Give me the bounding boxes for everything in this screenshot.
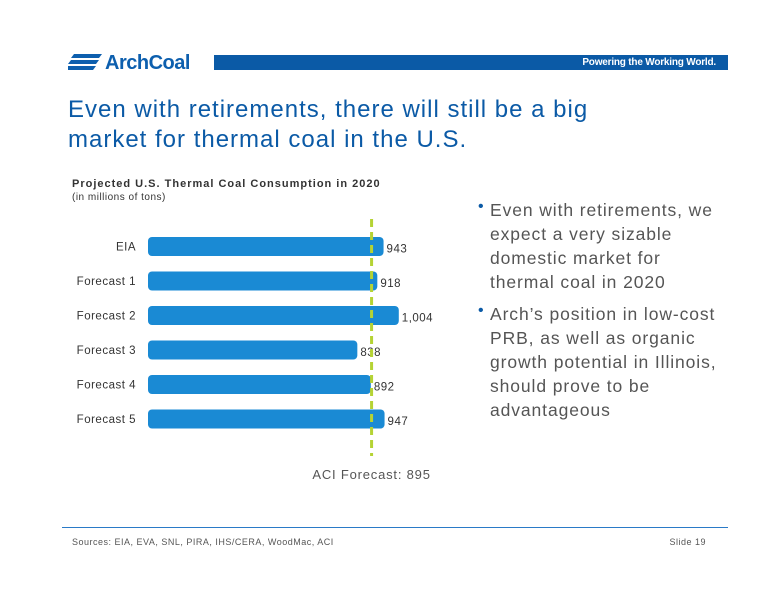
category-label: Forecast 3 [77, 345, 136, 357]
chart-title: Projected U.S. Thermal Coal Consumption … [72, 178, 381, 190]
data-label: 947 [388, 416, 409, 428]
brand-name: ArchCoal [105, 52, 190, 74]
tagline-bar: Powering the Working World. [214, 55, 728, 70]
slide-number: Slide 19 [669, 537, 706, 547]
brand-tagline: Powering the Working World. [582, 57, 716, 68]
chart-bar [148, 409, 385, 429]
bullet-item: • Even with retirements, we expect a ver… [478, 198, 728, 294]
bullet-dot-icon: • [478, 198, 485, 215]
archcoal-stripes-icon [68, 54, 102, 70]
chart-bar [148, 237, 384, 256]
slide-title: Even with retirements, there will still … [68, 96, 589, 153]
aci-forecast-label: ACI Forecast: 895 [312, 467, 430, 482]
bullet-text: Even with retirements, we expect a very … [490, 200, 713, 292]
category-label: Forecast 4 [77, 380, 136, 392]
chart-bar [148, 340, 358, 360]
category-label: Forecast 5 [77, 414, 136, 426]
archcoal-logo: ArchCoal [68, 52, 190, 74]
data-label: 1,004 [402, 313, 433, 325]
chart-subtitle: (in millions of tons) [72, 192, 166, 203]
bullet-text: Arch’s position in low-cost PRB, as well… [490, 304, 717, 420]
bullet-item: • Arch’s position in low-cost PRB, as we… [478, 302, 728, 422]
category-label: EIA [116, 242, 136, 254]
bullet-dot-icon: • [478, 302, 485, 319]
chart-bar [148, 375, 371, 394]
data-label: 943 [387, 244, 408, 256]
chart-bar [148, 306, 399, 325]
sources-note: Sources: EIA, EVA, SNL, PIRA, IHS/CERA, … [72, 537, 334, 547]
data-label: 892 [374, 382, 395, 394]
category-label: Forecast 1 [77, 276, 136, 288]
data-label: 918 [380, 278, 401, 290]
category-label: Forecast 2 [77, 311, 136, 323]
chart-bar [148, 271, 378, 291]
footer-divider [62, 527, 728, 528]
bullet-list: • Even with retirements, we expect a ver… [478, 198, 728, 430]
